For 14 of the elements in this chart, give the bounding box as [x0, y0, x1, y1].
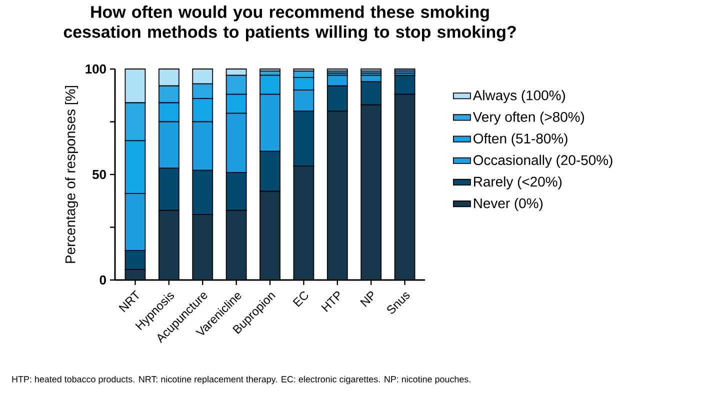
- y-axis-title: Percentage of responses [%]: [65, 86, 78, 263]
- y-tick-label: 50: [92, 170, 106, 180]
- legend-label: Occasionally (20-50%): [474, 154, 612, 168]
- legend-label: Always (100%): [472, 90, 566, 104]
- y-tick-label: 0: [100, 275, 106, 285]
- legend-label: Very often (>80%): [472, 112, 584, 125]
- text: HTP: heated tobacco products. NRT: nicotine replacement therapy. EC: electronic cigarettes. NP: nicotine pouches.: [12, 376, 470, 384]
- y-tick-label: 100: [86, 64, 106, 74]
- chart-title: How often would you recommend these smoking cessation methods to patients willing to stop smoking?: [64, 6, 516, 42]
- x-tick-label: NP: [360, 291, 374, 307]
- x-tick-label: EC: [292, 292, 308, 307]
- legend-label: Never (0%): [474, 198, 543, 211]
- legend-label: Rarely (<20%): [474, 176, 562, 190]
- legend-label: Often (51-80%): [474, 133, 568, 146]
